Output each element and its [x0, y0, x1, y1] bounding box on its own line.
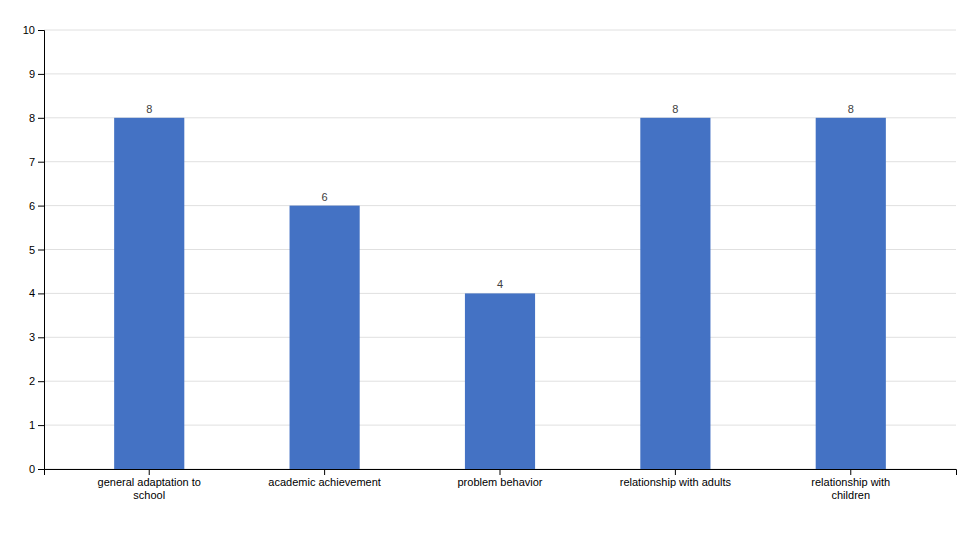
x-tick: academic achievement — [268, 469, 381, 488]
x-axis: general adaptation toschool academic achi… — [45, 469, 957, 501]
y-tick-mark — [38, 206, 44, 207]
y-tick-label: 6 — [29, 200, 35, 212]
y-tick: 7 — [29, 156, 44, 168]
y-tick: 10 — [23, 24, 44, 36]
y-tick: 3 — [29, 331, 44, 343]
y-tick-mark — [38, 162, 44, 163]
y-tick-label: 9 — [29, 68, 35, 80]
x-tick-label: relationship with adults — [620, 476, 732, 488]
grid-line — [44, 30, 956, 31]
x-tick: relationship withchildren — [811, 469, 890, 501]
y-tick-label: 1 — [29, 419, 35, 431]
x-tick-label-line: relationship with adults — [620, 476, 732, 488]
x-tick-label: relationship withchildren — [811, 476, 890, 501]
x-tick-label: general adaptation toschool — [98, 476, 201, 501]
y-tick-mark — [38, 250, 44, 251]
x-tick-label-line: relationship with — [811, 476, 890, 488]
y-tick-label: 4 — [29, 287, 35, 299]
x-tick-mark — [324, 469, 325, 475]
x-tick-label: problem behavior — [458, 476, 543, 488]
y-tick-label: 0 — [29, 463, 35, 475]
grid — [44, 30, 956, 469]
y-tick-label: 8 — [29, 112, 35, 124]
y-tick: 1 — [29, 419, 44, 431]
y-tick-label: 3 — [29, 331, 35, 343]
data-label: 4 — [497, 278, 503, 290]
x-tick-label-line: children — [832, 489, 871, 501]
data-label: 8 — [146, 103, 152, 115]
y-axis: 0 1 2 3 4 5 6 7 8 9 10 — [23, 24, 45, 475]
y-tick-mark — [38, 381, 44, 382]
x-tick-mark — [675, 469, 676, 475]
bar — [290, 206, 360, 469]
y-tick-mark — [38, 293, 44, 294]
x-tick: relationship with adults — [620, 469, 732, 488]
grid-line — [44, 73, 956, 74]
y-tick: 2 — [29, 375, 44, 387]
y-tick-mark — [38, 74, 44, 75]
x-tick-label-line: school — [133, 489, 165, 501]
y-tick-label: 10 — [23, 24, 35, 36]
bar — [816, 118, 886, 469]
y-tick-mark — [38, 30, 44, 31]
bar — [640, 118, 710, 469]
y-tick: 8 — [29, 112, 44, 124]
y-tick: 9 — [29, 68, 44, 80]
x-tick-mark — [850, 469, 851, 475]
y-tick: 0 — [29, 463, 44, 475]
y-tick-label: 5 — [29, 244, 35, 256]
y-axis-line — [38, 31, 45, 470]
y-tick-label: 2 — [29, 375, 35, 387]
x-axis-line — [45, 470, 957, 476]
y-tick-mark — [38, 469, 44, 470]
y-tick-mark — [38, 118, 44, 119]
bars — [114, 118, 886, 469]
x-tick-label-line: general adaptation to — [98, 476, 201, 488]
bar — [114, 118, 184, 469]
x-tick: problem behavior — [458, 469, 543, 488]
y-tick-label: 7 — [29, 156, 35, 168]
y-tick: 5 — [29, 244, 44, 256]
y-tick-mark — [38, 425, 44, 426]
data-label: 8 — [848, 103, 854, 115]
y-tick-mark — [38, 337, 44, 338]
x-tick-mark — [500, 469, 501, 475]
x-tick-label-line: problem behavior — [458, 476, 543, 488]
chart-container: 0 1 2 3 4 5 6 7 8 9 10 general adaptation toschool a… — [0, 0, 976, 533]
plot: 0 1 2 3 4 5 6 7 8 9 10 general adaptation toschool a… — [23, 24, 957, 501]
bar — [465, 293, 535, 469]
data-label: 6 — [322, 191, 328, 203]
y-tick: 6 — [29, 200, 44, 212]
chart-svg: 0 1 2 3 4 5 6 7 8 9 10 general adaptation toschool a… — [0, 0, 976, 533]
data-labels: 8 6 4 8 8 — [146, 103, 854, 291]
y-tick: 4 — [29, 287, 44, 299]
x-tick-label-line: academic achievement — [268, 476, 381, 488]
x-tick: general adaptation toschool — [98, 469, 201, 501]
data-label: 8 — [672, 103, 678, 115]
x-tick-mark — [149, 469, 150, 475]
x-tick-label: academic achievement — [268, 476, 381, 488]
